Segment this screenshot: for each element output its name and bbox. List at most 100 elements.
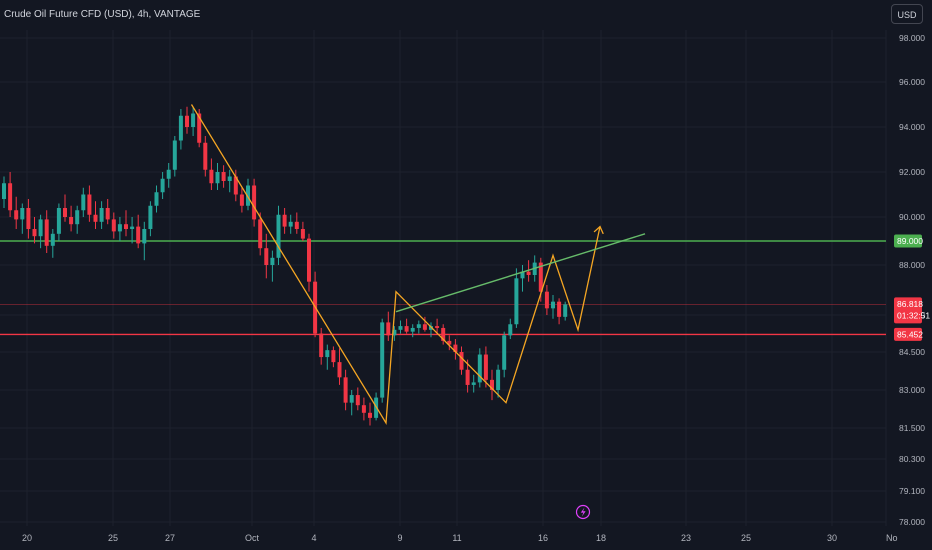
candle-body: [264, 248, 269, 265]
y-tick-label: 98.000: [899, 33, 925, 43]
candle: [99, 201, 104, 229]
x-tick-label: 11: [452, 533, 461, 543]
candle-body: [465, 369, 470, 385]
lightning-icon-ring: [575, 504, 591, 520]
candle: [551, 295, 555, 319]
price-tag-level-89: 89.000: [894, 234, 923, 248]
y-tick-label: 90.000: [899, 212, 925, 222]
candle: [197, 109, 202, 148]
candle-body: [300, 229, 305, 239]
candle-body: [32, 229, 37, 237]
candle-body: [185, 115, 189, 127]
candle-body: [209, 169, 214, 184]
candle: [355, 387, 360, 411]
y-tick-label: 81.500: [899, 423, 925, 433]
candle: [483, 346, 488, 388]
candle: [105, 199, 110, 225]
price-tag-countdown: 01:32:51: [897, 310, 930, 320]
candle: [185, 106, 189, 134]
candle: [490, 369, 494, 401]
candle-body: [349, 395, 354, 403]
candle: [8, 172, 13, 217]
candle-body: [38, 219, 43, 237]
candle-body: [514, 278, 519, 325]
candle: [233, 169, 238, 202]
y-tick-label: 79.100: [899, 486, 925, 496]
candle-body: [386, 322, 391, 336]
candle: [557, 298, 562, 325]
candle: [508, 318, 513, 340]
candle: [172, 136, 177, 177]
event-marker: [575, 504, 591, 520]
candle: [32, 217, 37, 244]
candle-body: [124, 224, 128, 229]
x-tick-label: 23: [681, 533, 691, 543]
candle: [288, 214, 293, 234]
candle-body: [87, 194, 92, 215]
price-tag-value: 85.452: [897, 329, 923, 339]
candle-body: [392, 329, 397, 336]
candle-body: [8, 183, 13, 211]
candle: [459, 346, 464, 375]
candle-body: [252, 185, 257, 220]
candle-body: [270, 257, 275, 265]
grid: [0, 30, 887, 526]
candle-body: [410, 327, 415, 332]
trendline: [395, 233, 646, 313]
price-tag-box: [894, 297, 922, 324]
candle: [26, 199, 31, 239]
candle: [63, 194, 67, 222]
candle: [398, 320, 403, 334]
y-tick-label: 80.300: [899, 454, 925, 464]
candle-body: [50, 233, 55, 246]
candle-body: [477, 354, 482, 383]
candle-body: [563, 304, 568, 317]
candle: [81, 187, 86, 217]
candle-body: [551, 301, 555, 309]
candle-body: [81, 194, 86, 211]
candle: [44, 210, 49, 253]
candle-body: [215, 172, 220, 184]
candle-body: [166, 169, 171, 179]
candle-body: [343, 377, 348, 403]
candle-body: [435, 326, 440, 328]
candle: [56, 203, 61, 241]
candle: [270, 250, 275, 282]
candle-body: [246, 185, 250, 206]
price-tag-level-85: 85.452: [894, 327, 923, 341]
candle-body: [496, 369, 501, 390]
candle-body: [490, 379, 494, 390]
candle: [252, 178, 257, 227]
chart-title: Crude Oil Future CFD (USD), 4h, VANTAGE: [4, 9, 201, 20]
candle: [477, 348, 482, 388]
candle: [142, 221, 147, 261]
candle: [429, 322, 433, 338]
candle-body: [99, 208, 104, 222]
candle: [520, 265, 525, 292]
horizontal-levels: [0, 240, 886, 336]
candle: [276, 205, 281, 265]
candle-body: [544, 291, 549, 309]
candle: [209, 158, 214, 190]
candle-body: [203, 142, 208, 170]
x-tick-label: Oct: [245, 533, 260, 543]
candle-body: [502, 335, 507, 370]
candle: [2, 176, 6, 208]
x-tick-label: 16: [538, 533, 548, 543]
candle: [343, 369, 348, 411]
candle-body: [148, 205, 153, 229]
candle: [38, 214, 43, 249]
candle: [307, 233, 311, 292]
candle: [349, 390, 354, 416]
candle: [117, 217, 122, 241]
currency-button[interactable]: USD: [891, 4, 923, 24]
candle-body: [233, 176, 238, 195]
candle: [453, 339, 458, 360]
candle-body: [361, 405, 366, 413]
candle-body: [136, 226, 141, 244]
y-tick-label: 88.000: [899, 260, 925, 270]
candle: [496, 364, 501, 398]
